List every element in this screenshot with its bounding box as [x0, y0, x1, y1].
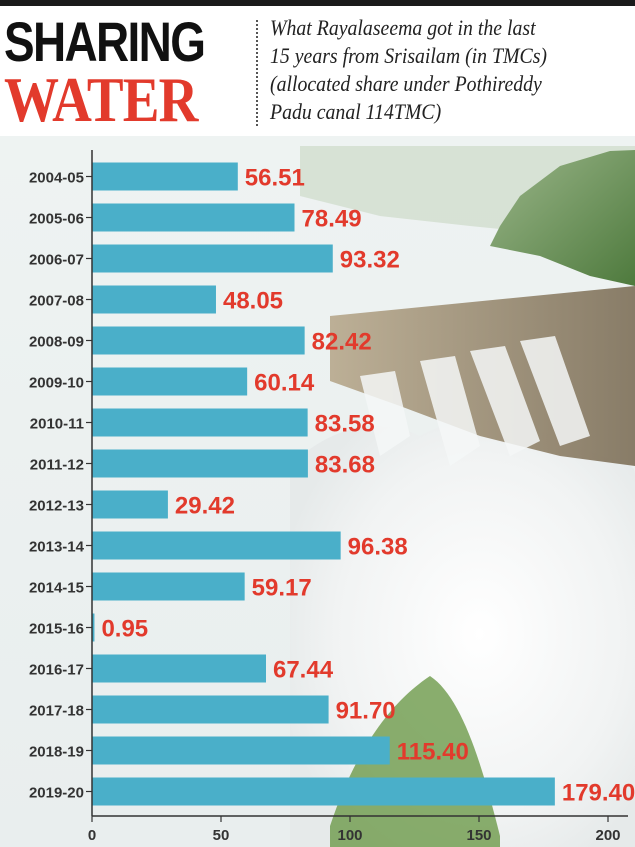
- category-label-2018-19: 2018-19: [29, 744, 84, 761]
- axes: 2004-05 2005-06 2006-07 2007-08 2008-09 2009-…: [29, 150, 628, 844]
- bar-2019-20: [92, 777, 555, 806]
- bar-2015-16: [92, 613, 95, 642]
- bar-2009-10: [92, 367, 248, 396]
- value-label-2013-14: 96.38: [348, 534, 408, 561]
- category-label-2015-16: 2015-16: [29, 621, 84, 638]
- value-label-2010-11: 83.58: [315, 411, 375, 438]
- value-label-2008-09: 82.42: [312, 329, 372, 356]
- value-label-2018-19: 115.40: [397, 739, 469, 766]
- value-label-2005-06: 78.49: [302, 206, 362, 233]
- x-tick-label-100: 100: [337, 827, 362, 844]
- value-label-2016-17: 67.44: [273, 657, 334, 684]
- bar-2005-06: [92, 203, 295, 232]
- x-tick-label-150: 150: [466, 827, 491, 844]
- bar-2018-19: [92, 736, 390, 765]
- value-label-2019-20: 179.40: [562, 780, 635, 807]
- category-label-2013-14: 2013-14: [29, 539, 85, 556]
- bar-2007-08: [92, 285, 216, 314]
- category-label-2017-18: 2017-18: [29, 703, 84, 720]
- bar-2012-13: [92, 490, 168, 519]
- value-label-2009-10: 60.14: [254, 370, 315, 397]
- bar-2016-17: [92, 654, 266, 683]
- bar-2014-15: [92, 572, 245, 601]
- value-label-2017-18: 91.70: [336, 698, 396, 725]
- top-rule: [0, 0, 635, 6]
- x-tick-label-0: 0: [88, 827, 96, 844]
- bar-2008-09: [92, 326, 305, 355]
- category-label-2006-07: 2006-07: [29, 252, 84, 269]
- photo-hill: [490, 150, 635, 286]
- value-label-2015-16: 0.95: [101, 616, 148, 643]
- chart-area: 56.51 78.49 93.32 48.05 82.42 60.14 83.58 83.68…: [0, 136, 635, 847]
- category-label-2019-20: 2019-20: [29, 785, 84, 802]
- category-label-2010-11: 2010-11: [30, 416, 84, 433]
- title-main: SHARING: [4, 10, 206, 73]
- header-divider: [256, 20, 258, 126]
- category-label-2009-10: 2009-10: [29, 375, 84, 392]
- category-label-2004-05: 2004-05: [29, 170, 84, 187]
- value-label-2012-13: 29.42: [175, 493, 235, 520]
- bar-2011-12: [92, 449, 308, 478]
- bar-2013-14: [92, 531, 341, 560]
- value-label-2004-05: 56.51: [245, 165, 305, 192]
- category-label-2014-15: 2014-15: [29, 580, 84, 597]
- value-label-2011-12: 83.68: [315, 452, 375, 479]
- header: SHARING WATER What Rayalaseema got in th…: [0, 6, 635, 134]
- bar-2010-11: [92, 408, 308, 437]
- value-label-2007-08: 48.05: [223, 288, 283, 315]
- value-label-2006-07: 93.32: [340, 247, 400, 274]
- x-tick-label-50: 50: [213, 827, 230, 844]
- category-label-2007-08: 2007-08: [29, 293, 84, 310]
- bar-2006-07: [92, 244, 333, 273]
- category-label-2008-09: 2008-09: [29, 334, 84, 351]
- bar-2017-18: [92, 695, 329, 724]
- value-label-2014-15: 59.17: [252, 575, 312, 602]
- title-sub: WATER: [4, 64, 198, 135]
- subtitle: What Rayalaseema got in the last 15 year…: [270, 15, 548, 124]
- category-label-2012-13: 2012-13: [29, 498, 84, 515]
- x-tick-label-200: 200: [595, 827, 620, 844]
- category-label-2011-12: 2011-12: [30, 457, 84, 474]
- category-label-2016-17: 2016-17: [29, 662, 84, 679]
- bar-2004-05: [92, 162, 238, 191]
- photo-waterfalls: [360, 336, 590, 466]
- category-label-2005-06: 2005-06: [29, 211, 84, 228]
